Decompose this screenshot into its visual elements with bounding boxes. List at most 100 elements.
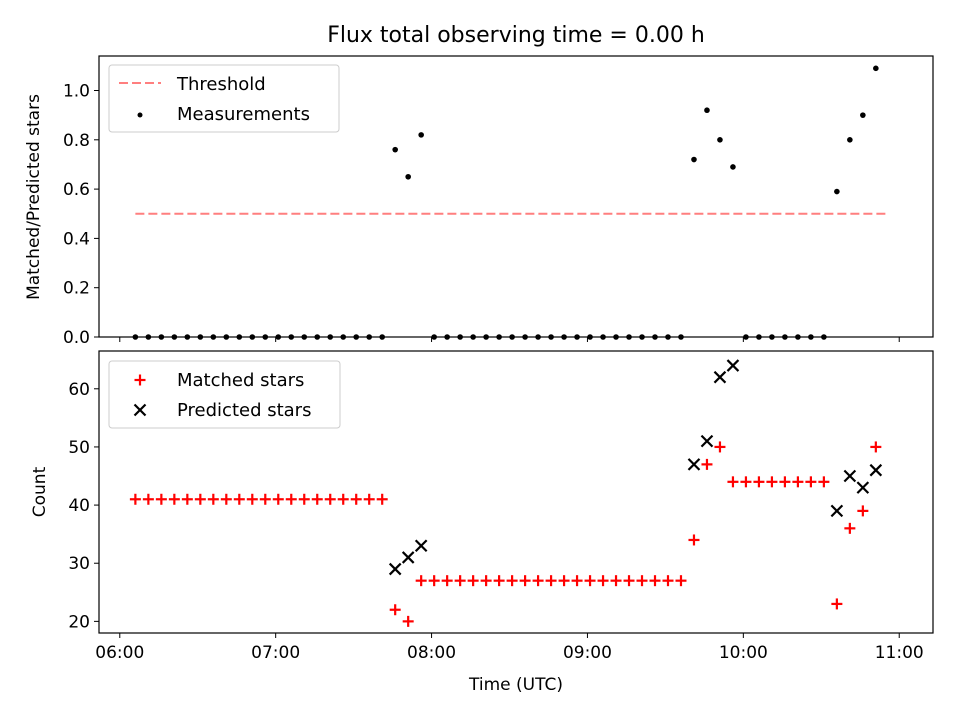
matched-stars-point (519, 575, 531, 587)
matched-stars-point (766, 476, 778, 488)
matched-stars-point (831, 598, 843, 610)
matched-stars-point (844, 522, 856, 534)
legend-predicted-marker (133, 403, 147, 417)
bottom-y-tick-label: 50 (68, 438, 90, 458)
x-tick-label: 09:00 (563, 643, 612, 663)
top-plot-area (132, 65, 887, 340)
matched-stars-point (857, 505, 869, 517)
matched-stars-point (181, 493, 193, 505)
bottom-panel: 20 30 40 50 60 06:00 07:00 08:00 09:00 10:00 11:0… (30, 350, 934, 695)
matched-stars-point (532, 575, 544, 587)
matched-stars-point (870, 441, 882, 453)
matched-stars-point (168, 493, 180, 505)
matched-stars-point (571, 575, 583, 587)
legend-threshold-label: Threshold (176, 74, 266, 95)
matched-stars-point (493, 575, 505, 587)
measurements-point (717, 137, 723, 143)
top-y-tick-label: 0.8 (63, 131, 90, 151)
matched-stars-point (805, 476, 817, 488)
matched-stars-point (285, 493, 297, 505)
matched-stars-point (298, 493, 310, 505)
x-tick-label: 07:00 (251, 643, 300, 663)
matched-stars-point (636, 575, 648, 587)
top-panel-frame (98, 55, 934, 338)
matched-stars-point (662, 575, 674, 587)
matched-stars-point (597, 575, 609, 587)
bottom-y-tick-label: 60 (68, 380, 90, 400)
matched-stars-point (272, 493, 284, 505)
matched-stars-point (727, 476, 739, 488)
matched-stars-point (337, 493, 349, 505)
x-tick-label: 11:00 (875, 643, 924, 663)
measurements-point (847, 137, 853, 143)
top-y-tick-label: 1.0 (63, 82, 90, 102)
matched-stars-point (584, 575, 596, 587)
matched-stars-point (714, 441, 726, 453)
predicted-stars-point (856, 481, 870, 494)
measurements-point (730, 164, 736, 170)
matched-stars-point (376, 493, 388, 505)
matched-stars-point (688, 534, 700, 546)
x-tick-label: 08:00 (407, 643, 456, 663)
bottom-legend-frame (108, 360, 341, 429)
matched-stars-point (701, 458, 713, 470)
measurements-point (834, 188, 840, 195)
predicted-stars-point (388, 562, 402, 576)
matched-stars-point (610, 575, 622, 587)
predicted-stars-point (414, 539, 428, 553)
matched-stars-point (129, 493, 141, 505)
measurements-point (873, 65, 879, 72)
top-y-axis-label: Matched/Predicted stars (24, 94, 44, 300)
legend-matched-label: Matched stars (177, 370, 304, 391)
chart-title: Flux total observing time = 0.00 h (327, 23, 705, 48)
predicted-stars-point (726, 359, 740, 372)
matched-stars-point (480, 575, 492, 587)
top-y-tick-label: 0.4 (63, 229, 90, 249)
matched-stars-point (818, 476, 830, 488)
top-x-axis (119, 337, 900, 342)
legend-measurements-label: Measurements (177, 104, 310, 125)
matched-stars-point (155, 493, 167, 505)
bottom-y-axis-label: Count (30, 466, 50, 517)
top-y-tick-label: 0.2 (63, 279, 90, 299)
predicted-stars-point (687, 458, 701, 471)
matched-stars-point (350, 493, 362, 505)
predicted-stars-point (401, 551, 415, 564)
matched-stars-point (558, 575, 570, 587)
measurements-point (418, 132, 424, 138)
top-y-tick-label: 0.0 (63, 328, 90, 348)
bottom-legend: Matched stars Predicted stars (108, 360, 341, 429)
matched-stars-point (194, 493, 206, 505)
matched-stars-point (246, 493, 258, 505)
matched-stars-point (259, 493, 271, 505)
matched-stars-point (740, 476, 752, 488)
x-axis-label: Time (UTC) (468, 675, 563, 695)
x-tick-label: 06:00 (95, 643, 144, 663)
bottom-panel-frame (98, 350, 934, 634)
legend-measurements-marker (137, 112, 143, 118)
matched-stars-point (753, 476, 765, 488)
matched-stars-point (779, 476, 791, 488)
matched-stars-point (792, 476, 804, 488)
matched-stars-point (649, 575, 661, 587)
matched-stars-point (441, 575, 453, 587)
bottom-y-tick-label: 20 (68, 612, 90, 632)
bottom-y-tick-label: 30 (68, 554, 90, 574)
matched-stars-point (428, 575, 440, 587)
matched-stars-point (363, 493, 375, 505)
matched-stars-point (389, 604, 401, 616)
matched-stars-point (467, 575, 479, 587)
top-y-axis: 0.0 0.2 0.4 0.6 0.8 1.0 (63, 82, 99, 348)
bottom-y-axis: 20 30 40 50 60 (68, 380, 99, 632)
matched-stars-point (402, 615, 414, 627)
predicted-stars-point (869, 463, 883, 477)
bottom-x-axis: 06:00 07:00 08:00 09:00 10:00 11:00 (95, 633, 924, 663)
matched-stars-point (207, 493, 219, 505)
measurements-point (392, 146, 398, 153)
measurements-point (860, 112, 866, 118)
measurements-point (704, 107, 710, 114)
measurements-point (691, 156, 697, 163)
matched-stars-point (324, 493, 336, 505)
top-panel: 0.0 0.2 0.4 0.6 0.8 1.0 Matched/Predicted sta… (24, 55, 934, 348)
